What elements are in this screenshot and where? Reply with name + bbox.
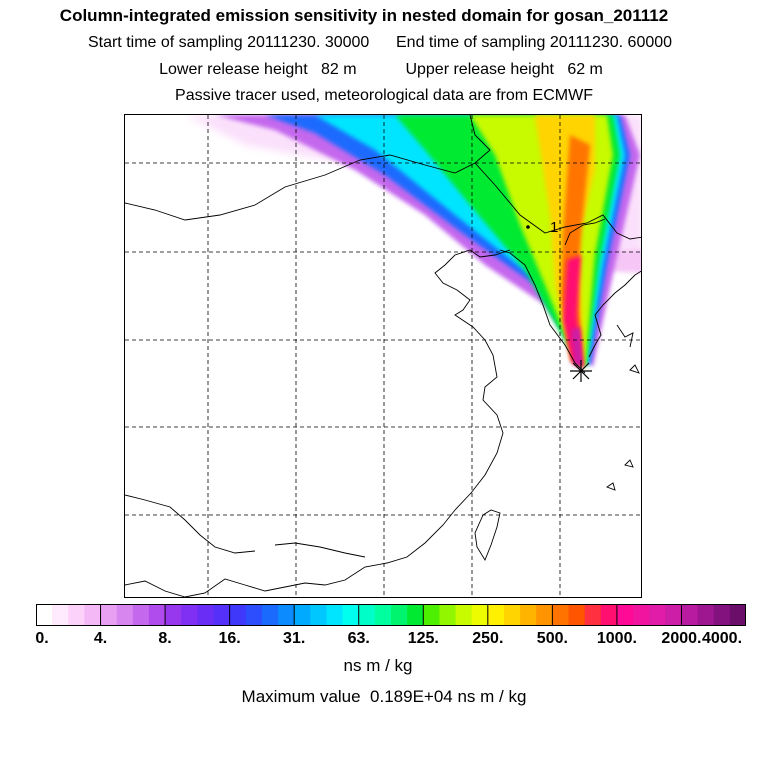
colorbar-swatch [245,604,263,626]
colorbar-swatches [35,604,747,626]
colorbar-swatch [713,604,731,626]
colorbar-swatch [52,604,69,626]
colorbar-tick-label: 16. [218,630,241,647]
sampling-time-line: Start time of sampling 20111230. 30000 E… [87,34,673,51]
colorbar-swatch [100,604,118,626]
colorbar-swatch [294,604,311,626]
colorbar-swatch [181,604,198,626]
colorbar-tick-label: 1000. [596,630,637,647]
colorbar-swatch [729,604,747,626]
colorbar-swatch [552,604,570,626]
colorbar-swatch [342,604,360,626]
colorbar-tick-label: 125. [407,630,439,647]
colorbar-swatch [633,604,650,626]
colorbar-swatch [487,604,505,626]
release-height-line: Lower release height 82 m Upper release … [159,61,603,78]
sensitivity-map: 1 [124,114,642,598]
map-canvas: 1 [125,115,641,597]
maximum-value-label: Maximum value 0.189E+04 ns m / kg [241,687,527,706]
colorbar-swatch [310,604,328,626]
colorbar-swatch [536,604,553,626]
colorbar-units-label: ns m / kg [343,656,413,675]
colorbar-swatch [697,604,715,626]
colorbar-swatch [423,604,441,626]
colorbar-swatch [148,604,166,626]
colorbar-swatch [278,604,295,626]
colorbar-swatch [36,604,53,626]
colorbar-frame [36,604,746,626]
colorbar-swatch [116,604,134,626]
colorbar-swatch [520,604,537,626]
colorbar-swatch [229,604,247,626]
colorbar-swatch [326,604,344,626]
colorbar-swatch [455,604,473,626]
colorbar-swatch [649,604,666,626]
colorbar-swatch [584,604,602,626]
colorbar-swatch [568,604,586,626]
colorbar-swatch [471,604,489,626]
map-gridlines [125,115,641,597]
colorbar-tick-label: 2000. [661,630,702,647]
colorbar-swatch [84,604,102,626]
contour-label: 1 [526,219,558,236]
colorbar-tick-label: 63. [347,630,370,647]
colorbar-tick-label: 31. [283,630,306,647]
emission-sensitivity-plume [185,115,641,367]
colorbar-tick-label: 250. [472,630,504,647]
colorbar-swatch [600,604,618,626]
colorbar-swatch [165,604,182,626]
plot-title: Column-integrated emission sensitivity i… [59,6,669,25]
colorbar-swatch [391,604,408,626]
asterisk-marker-icon [570,360,592,382]
colorbar-tick-label: 8. [158,630,172,647]
coastlines [125,115,641,597]
colorbar-swatch [68,604,86,626]
colorbar-swatch [213,604,231,626]
colorbar [35,604,747,626]
colorbar-swatch [407,604,424,626]
colorbar-swatch [616,604,634,626]
colorbar-swatch [374,604,392,626]
colorbar-swatch [681,604,699,626]
colorbar-tick-label: 0. [35,630,49,647]
colorbar-swatch [439,604,457,626]
colorbar-swatch [261,604,279,626]
colorbar-swatch [197,604,215,626]
colorbar-tick-label: 4. [93,630,108,647]
colorbar-tick-label: 4000. [701,630,743,647]
contour-label-text: 1 [550,219,558,236]
colorbar-swatch [358,604,376,626]
colorbar-swatch [503,604,521,626]
colorbar-swatch [132,604,150,626]
tracer-info-line: Passive tracer used, meteorological data… [175,87,593,104]
colorbar-swatch [665,604,683,626]
colorbar-tick-label: 500. [536,630,568,647]
